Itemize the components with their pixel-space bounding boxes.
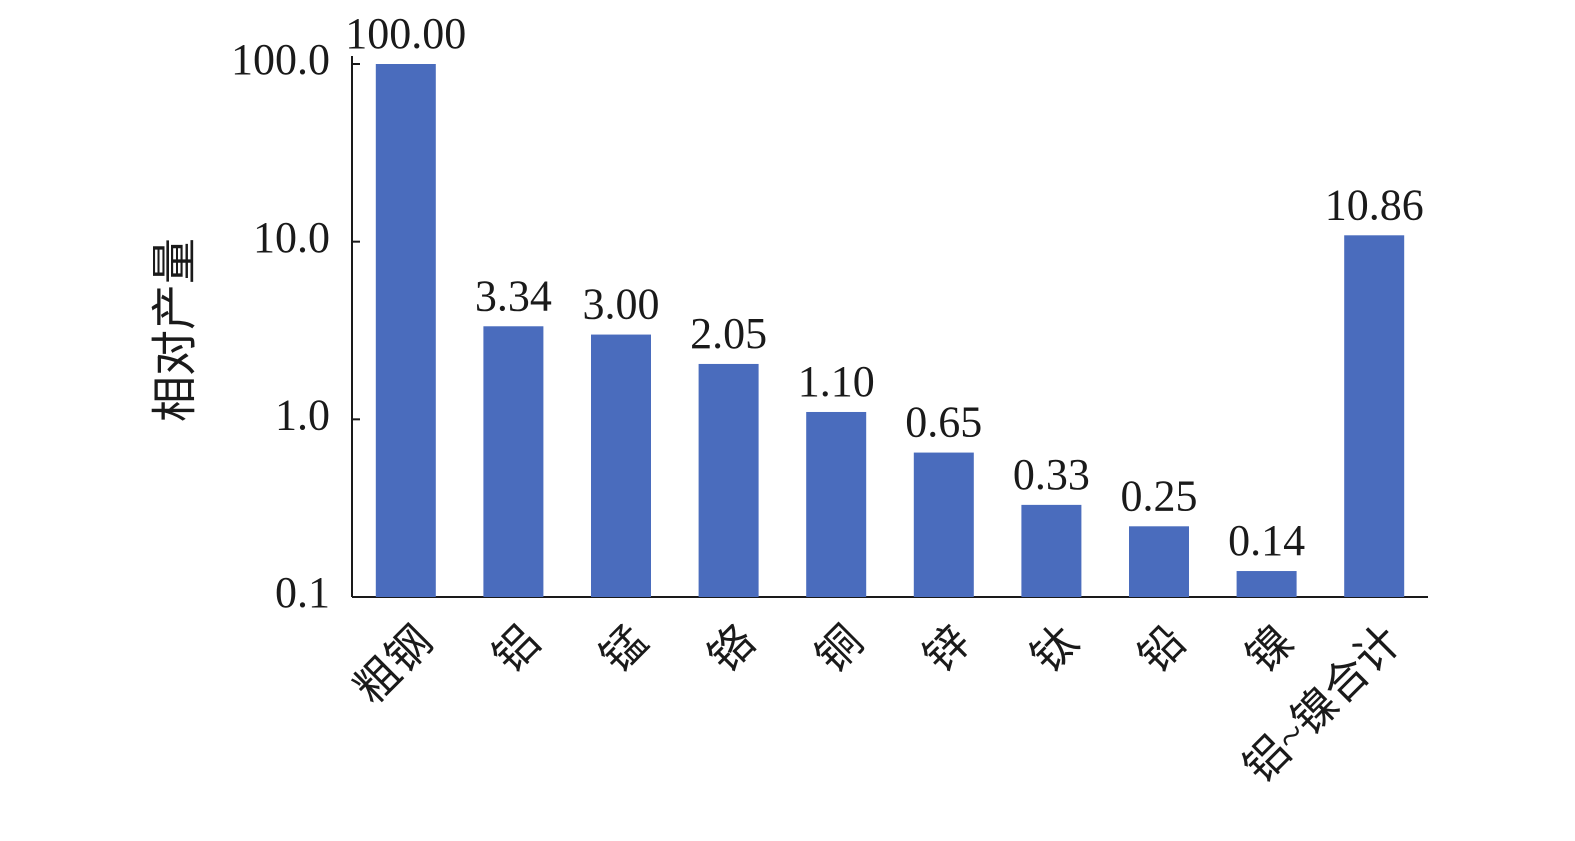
value-label: 3.00 [583, 280, 660, 329]
value-label: 10.86 [1325, 180, 1424, 229]
x-tick-label: 锌 [914, 617, 980, 683]
y-tick-label: 100.0 [231, 35, 330, 84]
bar [483, 326, 544, 597]
bar [1021, 504, 1082, 597]
value-label: 0.14 [1228, 516, 1305, 565]
x-tick-label: 镍 [1237, 617, 1303, 683]
x-tick-label: 铬 [699, 617, 765, 683]
value-label: 0.65 [905, 398, 982, 447]
bar [1129, 526, 1189, 597]
bar [375, 64, 436, 597]
y-tick-label: 0.1 [275, 568, 330, 617]
y-tick-label: 1.0 [275, 390, 330, 439]
x-tick-label: 锰 [591, 617, 657, 683]
bar [1236, 571, 1297, 597]
value-label: 0.25 [1121, 471, 1198, 520]
x-tick-label: 铅 [1129, 617, 1195, 683]
y-axis-label: 相对产量 [150, 238, 201, 422]
x-tick-label: 钛 [1022, 617, 1088, 683]
x-tick-label: 铝 [484, 617, 550, 683]
bar [1344, 235, 1405, 597]
value-label: 2.05 [690, 309, 767, 358]
x-tick-label: 铜 [807, 617, 873, 683]
bar [698, 363, 759, 597]
bar [591, 334, 651, 597]
value-label: 3.34 [475, 271, 552, 320]
x-tick-label: 粗钢 [345, 617, 442, 714]
bar [806, 411, 867, 597]
value-label: 0.33 [1013, 450, 1090, 499]
value-label: 1.10 [798, 357, 875, 406]
y-tick-label: 10.0 [253, 213, 330, 262]
value-label: 100.00 [345, 9, 466, 58]
bar [913, 452, 974, 597]
